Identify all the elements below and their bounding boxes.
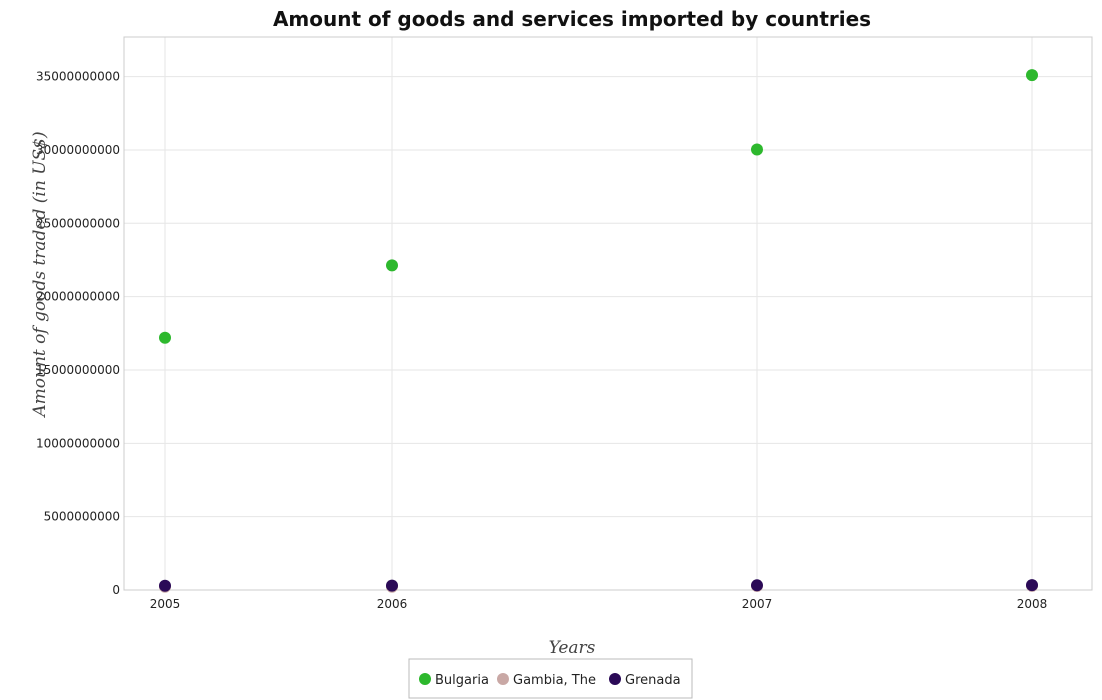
data-point-grenada: [751, 579, 763, 592]
legend-marker: [497, 673, 509, 685]
data-point-bulgaria: [386, 259, 398, 272]
chart-title: Amount of goods and services imported by…: [273, 7, 871, 31]
y-tick-label: 0: [112, 583, 120, 597]
y-tick-label: 20000000000: [36, 290, 120, 304]
legend-marker: [609, 673, 621, 685]
x-tick-label: 2005: [150, 597, 181, 611]
y-axis-ticks: 0 5000000000 10000000000 15000000000 2000000…: [36, 70, 120, 597]
legend-box: [408, 658, 693, 699]
grid: [124, 37, 1092, 591]
data-points: [159, 69, 1038, 593]
legend: Bulgaria Gambia, The Grenada: [408, 658, 693, 699]
data-point-grenada: [159, 579, 171, 592]
legend-marker: [419, 673, 431, 685]
y-tick-label: 25000000000: [36, 216, 120, 230]
y-tick-label: 35000000000: [36, 70, 120, 84]
x-tick-label: 2008: [1017, 597, 1048, 611]
data-point-bulgaria: [1026, 69, 1038, 82]
x-axis-ticks: 2005 2006 2007 2008: [150, 597, 1048, 611]
x-tick-label: 2007: [742, 597, 773, 611]
data-point-grenada: [1026, 579, 1038, 592]
legend-label: Grenada: [625, 673, 681, 688]
plot-frame: [123, 36, 1093, 591]
data-point-bulgaria: [159, 331, 171, 344]
data-point-grenada: [386, 579, 398, 592]
data-point-bulgaria: [751, 143, 763, 156]
x-tick-label: 2006: [377, 597, 408, 611]
x-axis-label: Years: [549, 638, 596, 658]
legend-label: Bulgaria: [435, 673, 489, 688]
y-tick-label: 10000000000: [36, 436, 120, 450]
legend-label: Gambia, The: [513, 673, 596, 688]
y-tick-label: 30000000000: [36, 143, 120, 157]
y-tick-label: 15000000000: [36, 363, 120, 377]
y-tick-label: 5000000000: [44, 510, 120, 524]
y-axis-label: Amount of goods traded (in US$): [30, 131, 50, 418]
